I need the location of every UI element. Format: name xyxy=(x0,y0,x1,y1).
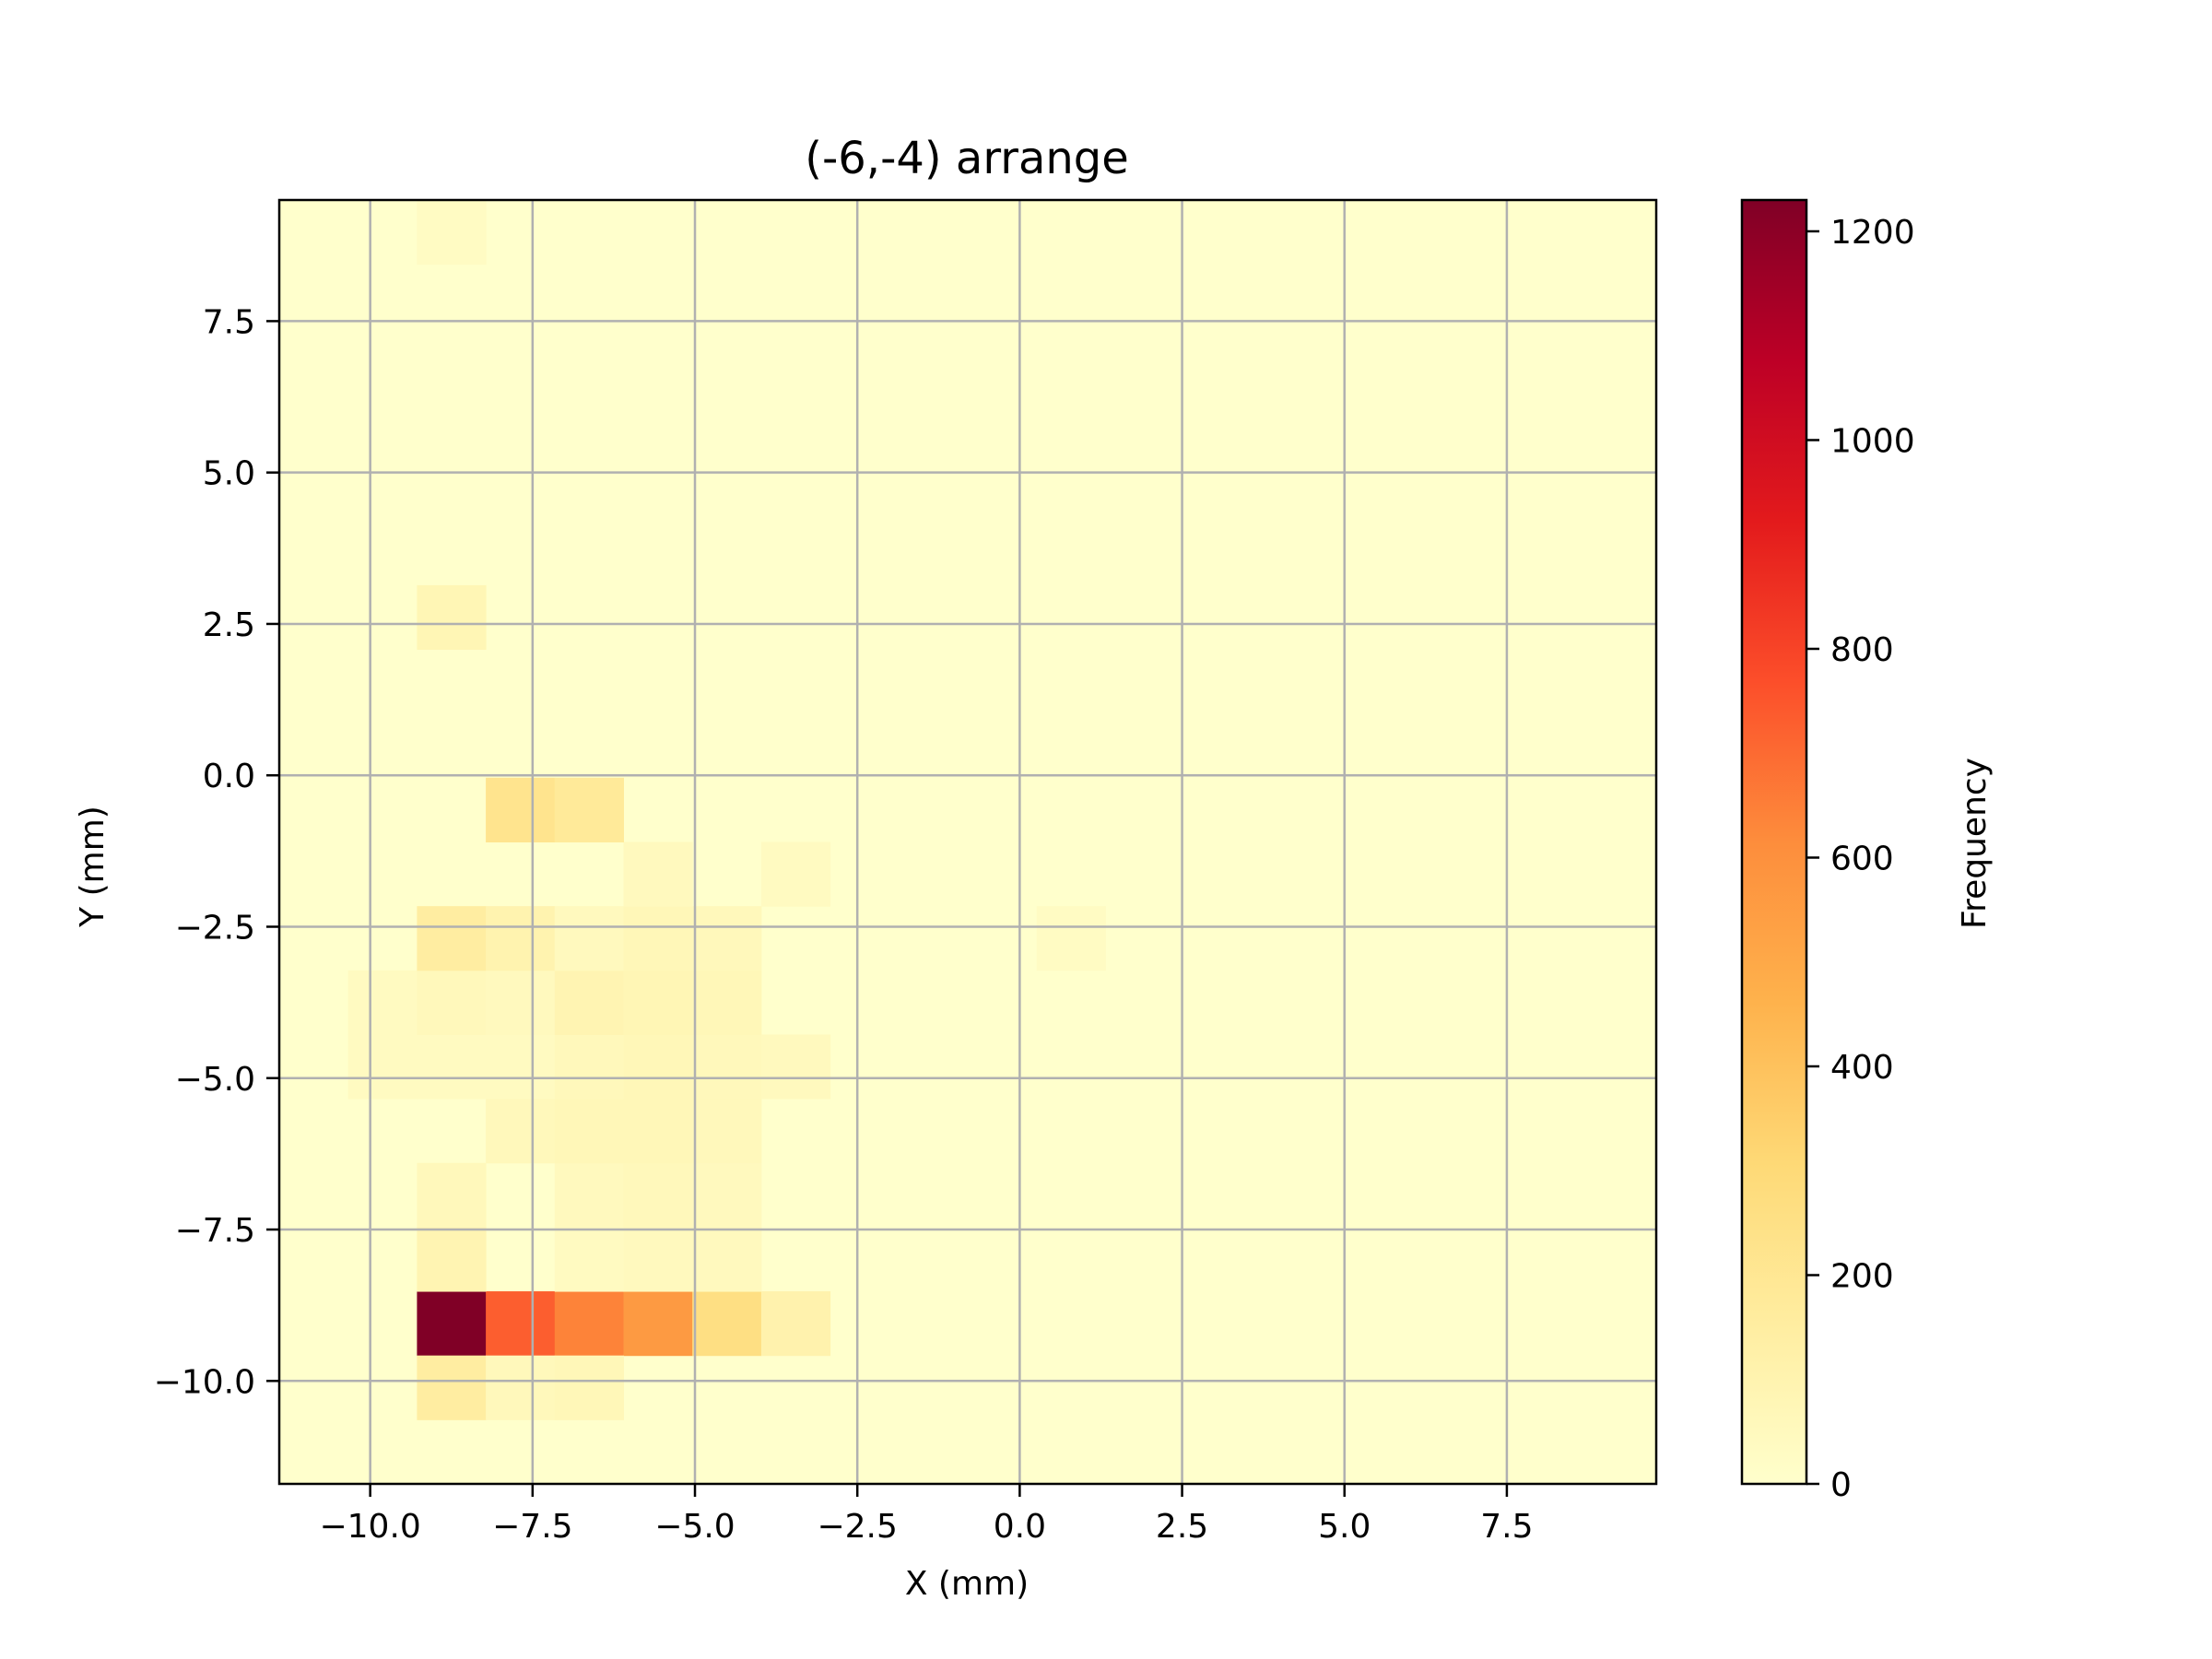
x-tick-label: −2.5 xyxy=(817,1508,897,1546)
heatmap-cell xyxy=(623,841,693,907)
heatmap-cell xyxy=(692,1162,762,1228)
y-tick-label: −2.5 xyxy=(175,909,255,947)
x-tick-label: 7.5 xyxy=(1480,1508,1533,1546)
heatmap-cell xyxy=(417,1034,487,1100)
heatmap-cell xyxy=(554,970,624,1035)
x-axis-label: X (mm) xyxy=(905,1565,1029,1603)
colorbar-frame xyxy=(1740,198,1808,1486)
x-tick-label: 0.0 xyxy=(994,1508,1046,1546)
heatmap-cell xyxy=(623,970,693,1035)
y-tick-label: −5.0 xyxy=(175,1061,255,1099)
colorbar-gradient xyxy=(1742,200,1806,1484)
heatmap-cell xyxy=(692,970,762,1035)
heatmap-cell xyxy=(554,1291,624,1357)
heatmap-cell xyxy=(623,1034,693,1100)
heatmap-cell xyxy=(692,1099,762,1164)
heatmap-cell xyxy=(486,970,556,1035)
y-tick-label: 7.5 xyxy=(203,303,255,341)
x-tick-label: 5.0 xyxy=(1318,1508,1371,1546)
heatmap-cell xyxy=(486,1355,556,1420)
heatmap-cell xyxy=(486,1291,556,1357)
y-tick-label: 0.0 xyxy=(203,758,255,795)
heatmap-cell xyxy=(486,1099,556,1164)
y-tick-label: −7.5 xyxy=(175,1212,255,1250)
heatmap-cell xyxy=(623,1099,693,1164)
heatmap-cell xyxy=(760,1291,831,1357)
heatmap-cell xyxy=(760,841,831,907)
heatmap-cell xyxy=(554,777,624,842)
x-tick-label: −5.0 xyxy=(654,1508,735,1546)
heatmap-cell xyxy=(486,1034,556,1100)
heatmap-cell xyxy=(623,906,693,971)
heatmap-cell xyxy=(623,1162,693,1228)
y-axis-label: Y (mm) xyxy=(74,806,112,928)
heatmap-cell xyxy=(692,1227,762,1292)
heatmap-cell xyxy=(417,970,487,1035)
heatmap-cell xyxy=(486,906,556,971)
heatmap-cell xyxy=(554,906,624,971)
colorbar-tick-label: 1200 xyxy=(1830,214,1915,252)
heatmap-cell xyxy=(623,1227,693,1292)
y-tick-label: 5.0 xyxy=(203,455,255,493)
heatmap-cell xyxy=(760,1034,831,1100)
heatmap-cell xyxy=(417,1162,487,1228)
heatmap-cell xyxy=(1036,906,1106,971)
colorbar-tick-label: 600 xyxy=(1830,840,1894,877)
colorbar-tick-label: 400 xyxy=(1830,1049,1894,1087)
heatmap-cell xyxy=(417,1291,487,1357)
heatmap-cell xyxy=(417,584,487,651)
heatmap-cell xyxy=(417,1355,487,1420)
colorbar-tick-label: 1000 xyxy=(1830,422,1915,460)
heatmap-cell xyxy=(623,1291,693,1357)
heatmap-cell xyxy=(554,1355,624,1420)
heatmap-cell xyxy=(347,970,418,1035)
heatmap-cell xyxy=(554,1099,624,1164)
colorbar: 0 200 400 600 800 1000 1200 xyxy=(1740,198,1915,1504)
x-tick-label: −7.5 xyxy=(492,1508,572,1546)
chart-title: (-6,-4) arrange xyxy=(805,133,1129,184)
heatmap-cell xyxy=(554,1162,624,1228)
x-tick-label: 2.5 xyxy=(1156,1508,1208,1546)
heatmap-cell xyxy=(554,1227,624,1292)
plot-area: −10.0 −7.5 −5.0 −2.5 0.0 2.5 5.0 7.5 −10.0 −7.5 −5… xyxy=(154,198,1658,1546)
heatmap-cell xyxy=(692,1291,762,1357)
plot-frame xyxy=(277,198,1658,1486)
heatmap-cell xyxy=(692,906,762,971)
heatmap-cell xyxy=(692,1034,762,1100)
y-tick-label: −10.0 xyxy=(154,1363,255,1401)
colorbar-tick-label: 800 xyxy=(1830,631,1894,669)
y-tick-label: 2.5 xyxy=(203,606,255,644)
heatmap-cell xyxy=(486,777,556,842)
heatmap-cell xyxy=(417,1227,487,1292)
x-tick-label: −10.0 xyxy=(319,1508,420,1546)
colorbar-tick-label: 0 xyxy=(1830,1466,1852,1504)
heatmap-cell xyxy=(347,1034,418,1100)
colorbar-tick-label: 200 xyxy=(1830,1257,1894,1295)
heatmap-cell xyxy=(554,1034,624,1100)
colorbar-label: Frequency xyxy=(1956,758,1994,929)
heatmap-cell xyxy=(417,200,487,265)
heatmap-cell xyxy=(417,906,487,971)
